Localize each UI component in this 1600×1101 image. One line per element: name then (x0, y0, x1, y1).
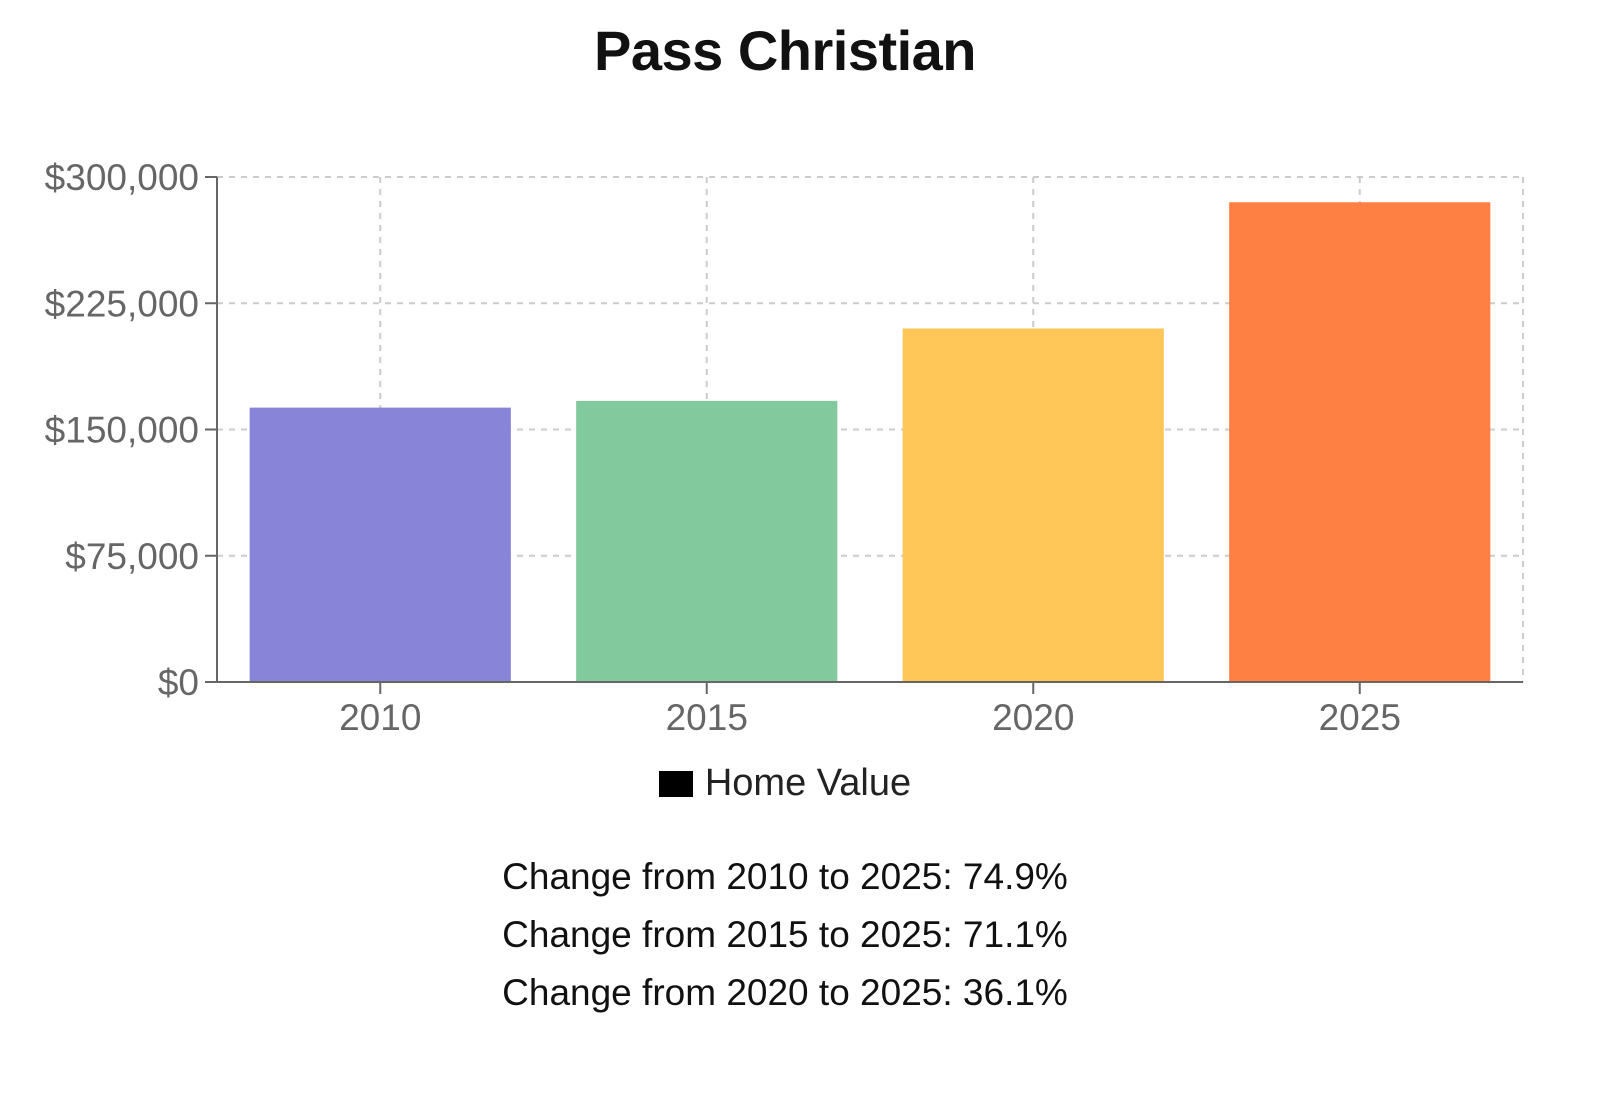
y-tick-label: $75,000 (65, 536, 199, 577)
change-line-2020: Change from 2020 to 2025: 36.1% (502, 972, 1068, 1013)
axes (205, 176, 1523, 694)
bar-chart: $0 $75,000 $150,000 $225,000 $300,000 2010 201… (45, 157, 1524, 738)
tick-labels: $0 $75,000 $150,000 $225,000 $300,000 2010 201… (45, 157, 1401, 738)
bar-2025[interactable] (1229, 202, 1491, 682)
y-tick-label: $0 (158, 662, 199, 703)
bar-2020[interactable] (902, 328, 1164, 683)
change-summary: Change from 2010 to 2025: 74.9% Change f… (0, 848, 1570, 1022)
bar-2015[interactable] (576, 400, 838, 682)
bar-2010[interactable] (249, 407, 511, 682)
x-tick-label: 2025 (1319, 697, 1401, 738)
chart-title: Pass Christian (593, 19, 977, 82)
y-tick-label: $300,000 (45, 157, 199, 198)
legend-label: Home Value (704, 762, 912, 804)
legend-swatch (658, 770, 693, 797)
x-tick-label: 2010 (339, 697, 421, 738)
y-tick-label: $150,000 (45, 410, 199, 451)
x-tick-label: 2020 (992, 697, 1074, 738)
legend[interactable]: Home Value (0, 762, 1570, 805)
bars (249, 202, 1491, 683)
change-line-2010: Change from 2010 to 2025: 74.9% (502, 856, 1068, 897)
change-line-2015: Change from 2015 to 2025: 71.1% (502, 914, 1068, 955)
y-tick-label: $225,000 (45, 283, 199, 324)
x-tick-label: 2015 (666, 697, 748, 738)
